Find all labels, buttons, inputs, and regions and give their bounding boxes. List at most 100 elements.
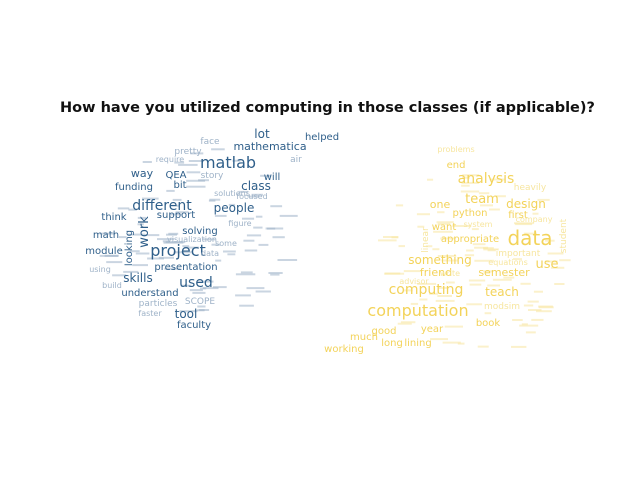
filler-word-mark xyxy=(532,212,539,215)
filler-word-mark xyxy=(123,270,139,273)
right-cloud-word: data xyxy=(507,226,552,250)
filler-word-mark xyxy=(432,248,440,251)
left-cloud-word: way xyxy=(131,167,154,180)
right-cloud-word: company xyxy=(516,215,553,224)
filler-word-mark xyxy=(227,253,236,256)
page-title: How have you utilized computing in those… xyxy=(60,100,595,116)
filler-word-mark xyxy=(503,276,515,279)
filler-word-mark xyxy=(433,230,453,233)
left-cloud-word: math xyxy=(93,230,119,241)
filler-word-mark xyxy=(189,289,203,292)
right-cloud-word: year xyxy=(421,324,444,335)
left-cloud-word: some xyxy=(215,239,237,248)
filler-word-mark xyxy=(104,254,119,257)
left-cloud-word: faster xyxy=(138,309,162,318)
filler-word-mark xyxy=(430,338,448,341)
filler-word-mark xyxy=(130,250,140,253)
right-cloud-word: use xyxy=(535,257,558,272)
filler-word-mark xyxy=(523,304,534,307)
filler-word-mark xyxy=(437,295,452,297)
right-cloud-word: advisor xyxy=(399,277,429,286)
filler-word-mark xyxy=(461,184,470,187)
filler-word-mark xyxy=(519,324,539,327)
filler-word-mark xyxy=(175,211,189,214)
filler-word-mark xyxy=(279,214,298,217)
filler-word-mark xyxy=(384,272,401,275)
left-cloud-word: air xyxy=(290,155,302,165)
filler-word-mark xyxy=(480,204,493,207)
filler-word-mark xyxy=(417,282,437,285)
filler-word-mark xyxy=(158,256,174,259)
left-cloud-word: solutions xyxy=(214,189,250,198)
right-cloud-word: team xyxy=(465,192,499,207)
left-cloud-word: mathematica xyxy=(233,140,306,153)
right-cloud-word: python xyxy=(453,208,488,219)
filler-word-mark xyxy=(144,234,160,237)
filler-word-mark xyxy=(190,152,204,155)
filler-word-mark xyxy=(436,221,454,224)
left-cloud-word: QEA xyxy=(165,170,186,181)
filler-word-mark xyxy=(214,214,227,217)
filler-word-mark xyxy=(253,226,263,229)
filler-word-mark xyxy=(440,237,456,240)
filler-word-mark xyxy=(208,199,216,202)
left-cloud-word: looking xyxy=(124,230,135,266)
filler-word-mark xyxy=(169,204,179,207)
filler-word-mark xyxy=(515,223,532,226)
filler-word-mark xyxy=(469,283,482,286)
filler-word-mark xyxy=(196,280,214,283)
right-cloud-word: working xyxy=(324,344,364,355)
filler-word-mark xyxy=(442,341,461,344)
filler-word-mark xyxy=(460,190,480,193)
left-cloud-word: focused xyxy=(236,192,267,201)
filler-word-mark xyxy=(232,159,241,162)
filler-word-mark xyxy=(484,312,492,315)
left-cloud-word: build xyxy=(102,281,122,290)
right-cloud-word: something xyxy=(408,253,472,267)
filler-word-mark xyxy=(487,249,496,252)
filler-word-mark xyxy=(489,208,500,211)
left-cloud-word: story xyxy=(201,171,224,181)
filler-word-mark xyxy=(527,300,539,303)
left-cloud-word: solving xyxy=(182,226,218,237)
filler-word-mark xyxy=(128,208,137,211)
filler-word-mark xyxy=(240,271,253,274)
filler-word-mark xyxy=(251,193,263,196)
filler-word-mark xyxy=(483,270,492,273)
filler-word-mark xyxy=(513,258,522,261)
right-cloud-word: linear xyxy=(421,227,431,253)
filler-word-mark xyxy=(255,215,263,218)
filler-word-mark xyxy=(268,272,283,274)
left-cloud-word: project xyxy=(150,241,206,260)
filler-word-mark xyxy=(397,322,412,325)
filler-word-mark xyxy=(471,228,479,231)
filler-word-mark xyxy=(182,245,190,248)
filler-word-mark xyxy=(202,287,219,290)
filler-word-mark xyxy=(474,259,494,262)
right-cloud-word: computing xyxy=(389,282,464,298)
filler-word-mark xyxy=(235,273,256,276)
filler-word-mark xyxy=(477,345,489,348)
filler-word-mark xyxy=(137,223,144,226)
filler-word-mark xyxy=(174,161,185,164)
filler-word-mark xyxy=(478,192,490,195)
filler-word-mark xyxy=(512,319,523,321)
filler-word-mark xyxy=(395,204,404,207)
filler-word-mark xyxy=(247,195,260,198)
filler-word-mark xyxy=(559,259,571,262)
left-cloud-word: think xyxy=(101,212,126,223)
left-cloud-word: used xyxy=(179,275,213,291)
filler-word-mark xyxy=(438,286,448,289)
filler-word-mark xyxy=(492,278,512,281)
filler-word-mark xyxy=(525,331,536,334)
left-cloud-word: tool xyxy=(175,307,198,321)
filler-word-mark xyxy=(239,304,254,307)
right-cloud-word: heavily xyxy=(514,183,547,193)
filler-word-mark xyxy=(417,225,425,228)
filler-word-mark xyxy=(172,198,182,201)
filler-word-mark xyxy=(106,261,123,264)
filler-word-mark xyxy=(550,266,565,269)
left-cloud-word: visualization xyxy=(167,235,217,244)
filler-word-mark xyxy=(112,274,127,277)
filler-word-mark xyxy=(383,236,399,238)
